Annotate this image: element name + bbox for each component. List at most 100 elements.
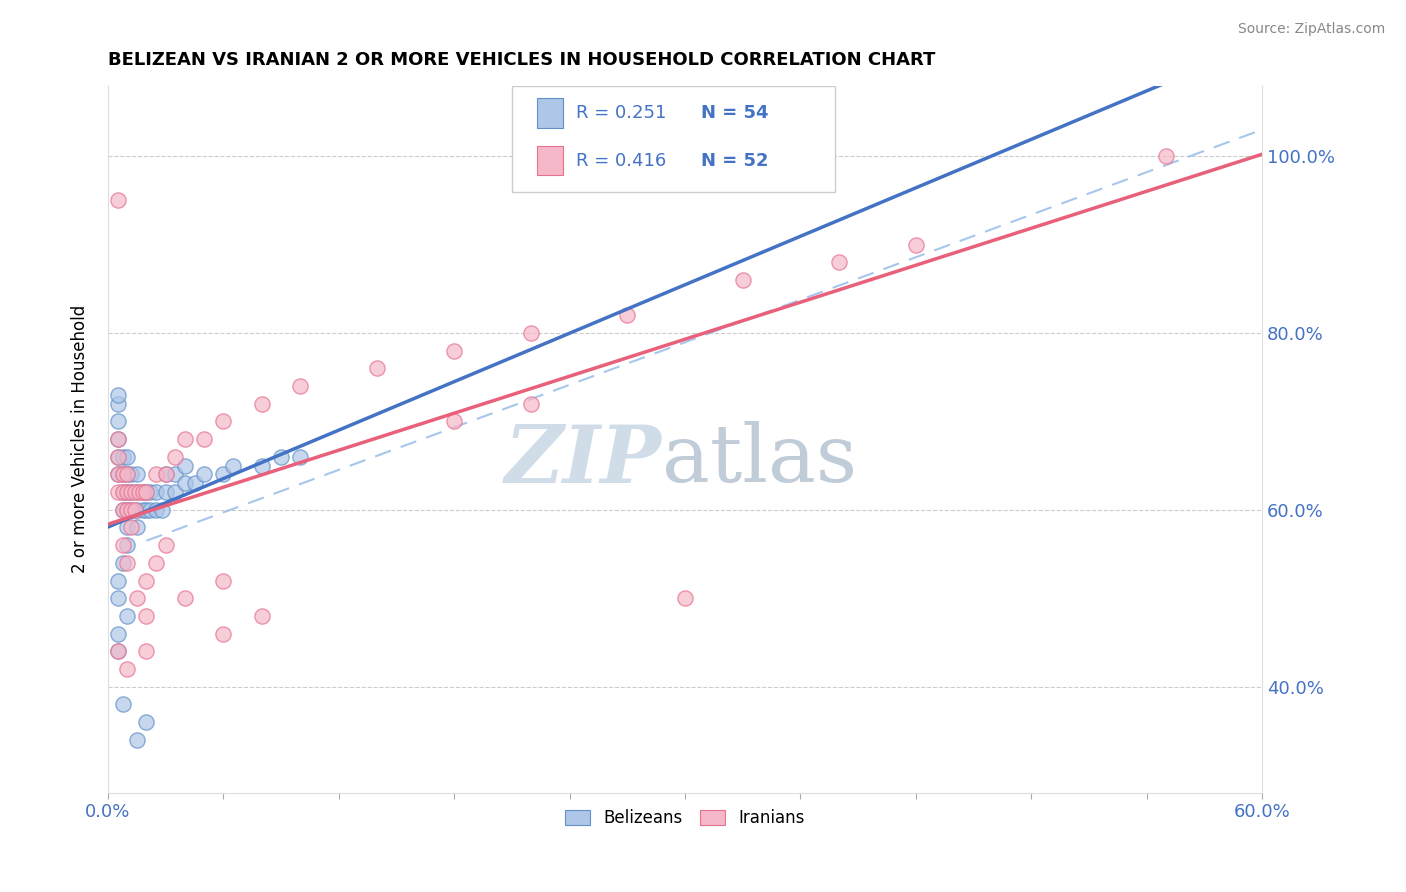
Point [125,485,148,500]
Point [366,361,388,376]
Point [120,485,142,500]
Point [115,450,138,464]
Text: R = 0.251: R = 0.251 [576,103,666,122]
Point [107,450,129,464]
Point [115,556,138,570]
Point [290,450,312,464]
Point [155,467,177,482]
Point [212,414,235,428]
Point [107,194,129,208]
Point [115,662,138,676]
Point [107,467,129,482]
Point [107,397,129,411]
Point [828,255,851,269]
Point [155,538,177,552]
Point [107,591,129,606]
Point [131,485,153,500]
Point [107,467,129,482]
Point [112,485,135,500]
Point [107,574,129,588]
Point [290,379,312,393]
Point [112,556,135,570]
Point [120,467,142,482]
Point [174,458,197,473]
Point [124,503,146,517]
Point [165,450,187,464]
Point [107,626,129,640]
Point [155,485,177,500]
Text: ZIP: ZIP [505,422,662,499]
Text: N = 52: N = 52 [702,152,769,169]
Point [131,503,153,517]
Point [107,414,129,428]
Point [125,467,148,482]
Text: Source: ZipAtlas.com: Source: ZipAtlas.com [1237,22,1385,37]
Point [112,503,135,517]
Point [112,450,135,464]
Point [1154,149,1177,163]
Point [125,503,148,517]
Point [120,503,142,517]
Point [120,485,142,500]
Point [135,714,157,729]
Point [145,503,167,517]
Point [112,538,135,552]
Point [155,467,177,482]
Point [107,644,129,658]
Point [250,397,273,411]
Point [112,485,135,500]
Point [193,467,215,482]
Y-axis label: 2 or more Vehicles in Household: 2 or more Vehicles in Household [72,305,89,574]
Point [125,732,148,747]
Point [135,485,157,500]
Point [107,644,129,658]
Point [107,432,129,446]
Point [115,503,138,517]
Point [520,397,543,411]
Point [107,450,129,464]
Point [128,485,150,500]
Text: atlas: atlas [662,421,858,500]
Point [212,574,235,588]
Point [115,608,138,623]
Point [135,644,157,658]
Point [112,503,135,517]
Point [125,591,148,606]
Point [150,503,173,517]
Point [115,467,138,482]
Point [115,467,138,482]
Point [139,503,162,517]
Point [270,450,292,464]
Point [520,326,543,340]
Point [250,458,273,473]
Point [115,503,138,517]
Point [731,273,754,287]
Point [165,467,187,482]
Point [120,520,142,534]
Point [174,591,197,606]
Point [124,485,146,500]
Bar [537,146,562,176]
FancyBboxPatch shape [512,86,835,192]
Point [904,237,927,252]
Text: R = 0.416: R = 0.416 [576,152,666,169]
Point [212,467,235,482]
Point [145,556,167,570]
Point [115,485,138,500]
Point [616,309,638,323]
Point [193,432,215,446]
Point [673,591,696,606]
Point [135,503,157,517]
Point [135,485,157,500]
Point [120,503,142,517]
Point [115,485,138,500]
Point [107,432,129,446]
Point [125,520,148,534]
Bar [537,98,562,128]
Point [115,538,138,552]
Point [112,467,135,482]
Point [115,520,138,534]
Point [112,698,135,712]
Point [443,343,465,358]
Point [250,608,273,623]
